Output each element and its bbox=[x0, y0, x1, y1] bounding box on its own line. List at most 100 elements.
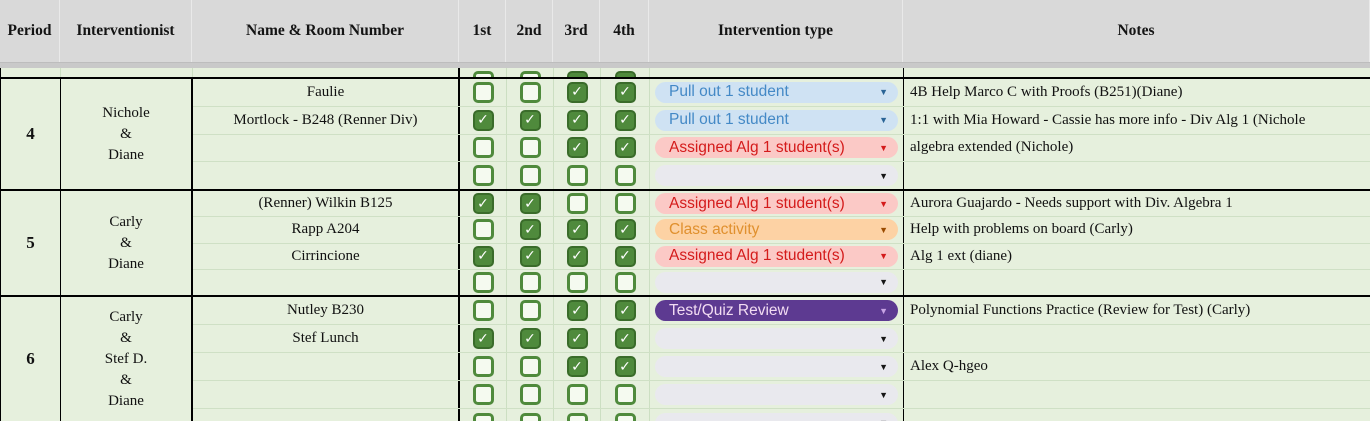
name-room-cell[interactable]: Stef Lunch bbox=[193, 325, 460, 352]
checkbox-checked[interactable]: ✓ bbox=[566, 81, 588, 103]
notes-cell[interactable]: Polynomial Functions Practice (Review fo… bbox=[910, 302, 1251, 318]
checkbox-checked[interactable]: ✓ bbox=[614, 245, 636, 267]
checkbox-unchecked[interactable] bbox=[566, 193, 588, 215]
intervention-type-dropdown[interactable]: ▼ bbox=[655, 356, 898, 377]
period-cell[interactable]: 4 bbox=[1, 79, 61, 189]
notes-cell[interactable] bbox=[904, 325, 1370, 352]
name-room-cell[interactable]: Rapp A204 bbox=[193, 217, 460, 243]
checkbox-unchecked[interactable] bbox=[519, 300, 541, 321]
checkbox-checked[interactable]: ✓ bbox=[614, 300, 636, 321]
checkbox-unchecked[interactable] bbox=[566, 271, 588, 293]
intervention-type-dropdown[interactable]: Pull out 1 student ▼ bbox=[655, 81, 898, 103]
name-room-cell[interactable]: (Renner) Wilkin B125 bbox=[193, 191, 460, 217]
notes-cell[interactable] bbox=[904, 409, 1370, 421]
checkbox-checked[interactable]: ✓ bbox=[566, 219, 588, 241]
checkbox-checked[interactable]: ✓ bbox=[614, 137, 636, 159]
checkbox-checked[interactable]: ✓ bbox=[566, 328, 588, 349]
checkbox-unchecked[interactable] bbox=[472, 300, 494, 321]
checkbox-unchecked[interactable] bbox=[472, 71, 494, 77]
notes-cell[interactable]: Alg 1 ext (diane) bbox=[910, 247, 1013, 264]
name-room-cell[interactable]: Faulie bbox=[193, 79, 460, 106]
intervention-type-dropdown[interactable]: ▼ bbox=[655, 384, 898, 405]
checkbox-unchecked[interactable] bbox=[472, 137, 494, 159]
checkbox-unchecked[interactable] bbox=[519, 412, 541, 421]
checkbox-checked[interactable]: ✓ bbox=[614, 356, 636, 377]
interventionist-cell[interactable]: Carly & Diane bbox=[61, 191, 193, 295]
intervention-type-dropdown[interactable]: Test/Quiz Review ▼ bbox=[655, 300, 898, 321]
name-room-cell[interactable] bbox=[193, 409, 460, 421]
checkbox-unchecked[interactable] bbox=[519, 137, 541, 159]
intervention-type-dropdown[interactable]: Pull out 1 student ▼ bbox=[655, 109, 898, 131]
checkbox-checked[interactable]: ✓ bbox=[472, 109, 494, 131]
checkbox-unchecked[interactable] bbox=[472, 384, 494, 405]
checkbox-checked[interactable]: ✓ bbox=[472, 193, 494, 215]
intervention-type-dropdown[interactable]: Assigned Alg 1 student(s) ▼ bbox=[655, 193, 898, 215]
checkbox-checked[interactable]: ✓ bbox=[614, 81, 636, 103]
checkbox-unchecked[interactable] bbox=[614, 384, 636, 405]
checkbox-unchecked[interactable] bbox=[519, 165, 541, 187]
checkbox-checked[interactable]: ✓ bbox=[614, 219, 636, 241]
checkbox-checked[interactable]: ✓ bbox=[519, 193, 541, 215]
checkbox-unchecked[interactable] bbox=[472, 412, 494, 421]
checkbox-unchecked[interactable] bbox=[472, 81, 494, 103]
intervention-type-dropdown[interactable]: ▼ bbox=[655, 271, 898, 293]
checkbox-unchecked[interactable] bbox=[472, 219, 494, 241]
checkbox-checked[interactable]: ✓ bbox=[566, 300, 588, 321]
checkbox-checked[interactable]: ✓ bbox=[614, 328, 636, 349]
period-cell[interactable]: 6 bbox=[1, 297, 61, 421]
checkbox-unchecked[interactable] bbox=[472, 356, 494, 377]
name-room-cell[interactable] bbox=[193, 381, 460, 408]
checkbox-checked[interactable]: ✓ bbox=[566, 71, 588, 77]
period-cell[interactable]: 5 bbox=[1, 191, 61, 295]
checkbox-checked[interactable]: ✓ bbox=[472, 245, 494, 267]
name-room-cell[interactable]: Nutley B230 bbox=[193, 297, 460, 324]
checkbox-checked[interactable]: ✓ bbox=[519, 245, 541, 267]
intervention-type-dropdown[interactable]: Assigned Alg 1 student(s) ▼ bbox=[655, 137, 898, 159]
intervention-type-dropdown[interactable]: Assigned Alg 1 student(s) ▼ bbox=[655, 245, 898, 267]
checkbox-checked[interactable]: ✓ bbox=[566, 137, 588, 159]
checkbox-checked[interactable]: ✓ bbox=[519, 328, 541, 349]
checkbox-unchecked[interactable] bbox=[519, 271, 541, 293]
notes-cell[interactable]: Alex Q-hgeo bbox=[910, 358, 988, 374]
checkbox-checked[interactable]: ✓ bbox=[519, 109, 541, 131]
name-room-cell[interactable] bbox=[193, 269, 460, 295]
interventionist-cell[interactable]: Nichole & Diane bbox=[61, 79, 193, 189]
intervention-type-dropdown[interactable]: ▼ bbox=[655, 165, 898, 187]
checkbox-unchecked[interactable] bbox=[614, 165, 636, 187]
checkbox-unchecked[interactable] bbox=[472, 271, 494, 293]
notes-cell[interactable]: Help with problems on board (Carly) bbox=[910, 221, 1133, 238]
name-room-cell[interactable]: Mortlock - B248 (Renner Div) bbox=[193, 106, 460, 134]
checkbox-unchecked[interactable] bbox=[566, 165, 588, 187]
notes-cell[interactable]: 1:1 with Mia Howard - Cassie has more in… bbox=[910, 111, 1306, 128]
checkbox-unchecked[interactable] bbox=[519, 356, 541, 377]
checkbox-checked[interactable]: ✓ bbox=[614, 71, 636, 77]
name-room-cell[interactable] bbox=[193, 353, 460, 380]
notes-cell[interactable]: Aurora Guajardo - Needs support with Div… bbox=[910, 195, 1233, 212]
checkbox-checked[interactable]: ✓ bbox=[566, 356, 588, 377]
checkbox-unchecked[interactable] bbox=[519, 81, 541, 103]
notes-cell[interactable]: 4B Help Marco C with Proofs (B251)(Diane… bbox=[910, 83, 1183, 100]
checkbox-unchecked[interactable] bbox=[519, 384, 541, 405]
checkbox-unchecked[interactable] bbox=[472, 165, 494, 187]
intervention-type-dropdown[interactable]: ▼ bbox=[655, 328, 898, 349]
checkbox-unchecked[interactable] bbox=[566, 384, 588, 405]
checkbox-unchecked[interactable] bbox=[614, 271, 636, 293]
checkbox-unchecked[interactable] bbox=[519, 71, 541, 77]
notes-cell[interactable] bbox=[904, 381, 1370, 408]
checkbox-unchecked[interactable] bbox=[614, 412, 636, 421]
name-room-cell[interactable]: Cirrincione bbox=[193, 243, 460, 269]
name-room-cell[interactable] bbox=[193, 134, 460, 162]
intervention-type-dropdown[interactable]: Class activity ▼ bbox=[655, 219, 898, 241]
checkbox-checked[interactable]: ✓ bbox=[566, 109, 588, 131]
checkbox-checked[interactable]: ✓ bbox=[614, 109, 636, 131]
checkbox-checked[interactable]: ✓ bbox=[519, 219, 541, 241]
checkbox-unchecked[interactable] bbox=[614, 193, 636, 215]
interventionist-cell[interactable]: Carly & Stef D. & Diane bbox=[61, 297, 193, 421]
notes-cell[interactable]: algebra extended (Nichole) bbox=[910, 139, 1074, 156]
intervention-type-dropdown[interactable]: ▼ bbox=[655, 412, 898, 421]
checkbox-checked[interactable]: ✓ bbox=[566, 245, 588, 267]
name-room-cell[interactable] bbox=[193, 162, 460, 189]
checkbox-checked[interactable]: ✓ bbox=[472, 328, 494, 349]
checkbox-unchecked[interactable] bbox=[566, 412, 588, 421]
notes-cell[interactable] bbox=[904, 270, 1370, 295]
